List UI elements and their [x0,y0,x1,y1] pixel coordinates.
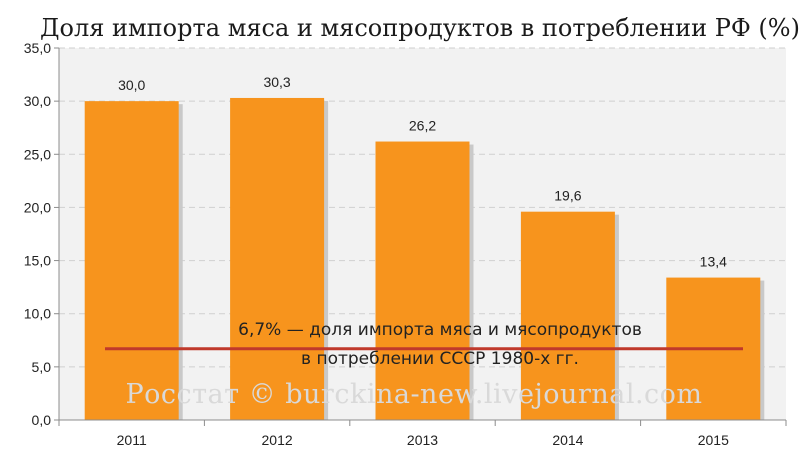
y-tick-label: 20,0 [24,199,51,215]
watermark: Росстат © burckina-new.livejournal.com [125,379,702,410]
bar [230,97,325,420]
axes: 0,0 5,0 10,0 15,0 20,0 25,0 30,0 35,0 2011 2012 20… [24,40,787,448]
bars: 30,0 30,3 26,2 19,6 13,4 [84,74,765,421]
watermark-text: Росстат © burckina-new.livejournal.com [125,379,702,410]
x-tick-label: 2015 [698,432,729,448]
y-tick-label: 0,0 [32,412,52,428]
y-tick-label: 10,0 [24,306,51,322]
bar [520,211,615,420]
x-tick-label: 2014 [552,432,583,448]
data-label: 19,6 [554,188,581,204]
x-tick-label: 2011 [117,432,147,448]
data-label: 30,3 [263,74,290,90]
chart-title: Доля импорта мяса и мясопродуктов в потр… [40,14,800,42]
bar [84,101,179,421]
reference-line-group: 6,7% — доля импорта мяса и мясопродуктов… [105,320,743,369]
y-tick-label: 5,0 [32,359,52,375]
reference-label-line2: в потреблении СССР 1980-х гг. [301,349,579,369]
data-label: 13,4 [700,254,727,270]
y-tick-label: 35,0 [24,40,51,56]
data-label: 30,0 [118,77,145,93]
reference-label-line1: 6,7% — доля импорта мяса и мясопродуктов [238,320,642,340]
y-tick-label: 15,0 [24,253,51,269]
data-label: 26,2 [409,118,436,134]
y-tick-label: 30,0 [24,93,51,109]
x-tick-label: 2013 [407,432,438,448]
y-tick-label: 25,0 [24,146,51,162]
x-tick-label: 2012 [262,432,293,448]
bar [375,141,470,420]
